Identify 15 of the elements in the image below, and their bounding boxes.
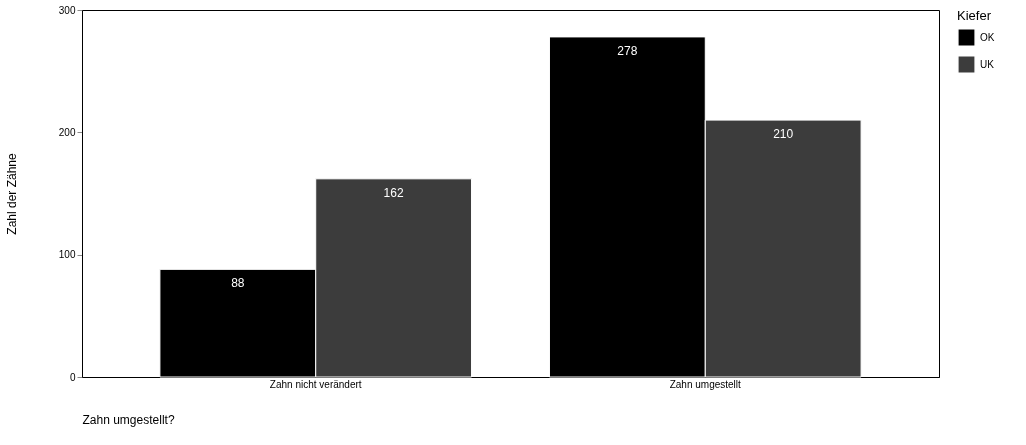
x-tick-label: Zahn umgestellt — [669, 378, 742, 390]
legend-label: OK — [980, 31, 995, 43]
data-label: 88 — [231, 276, 245, 291]
y-tick-label: 300 — [58, 4, 76, 16]
y-tick-label: 0 — [69, 371, 76, 383]
legend-title: Kiefer — [957, 8, 992, 23]
y-axis-title: Zahl der Zähne — [4, 152, 19, 235]
y-tick-label: 200 — [58, 126, 76, 138]
data-label: 162 — [383, 185, 404, 200]
x-tick-label: Zahn nicht verändert — [269, 378, 362, 390]
data-label: 278 — [617, 43, 638, 58]
x-axis-title: Zahn umgestellt? — [82, 412, 175, 427]
legend-label: UK — [980, 58, 995, 70]
y-tick-label: 100 — [58, 249, 76, 261]
data-label: 210 — [773, 127, 794, 142]
